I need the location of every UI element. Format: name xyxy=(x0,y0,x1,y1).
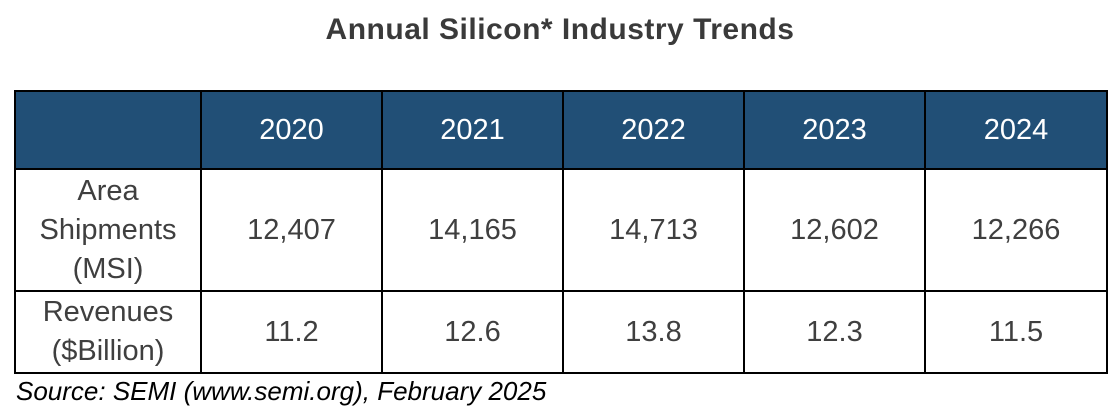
value-shipments-2022: 14,713 xyxy=(562,168,745,292)
page-title: Annual Silicon* Industry Trends xyxy=(325,13,795,46)
source-attribution: Source: SEMI (www.semi.org), February 20… xyxy=(16,376,547,406)
row-label-area-shipments: Area Shipments (MSI) xyxy=(14,168,202,292)
year-header-2023: 2023 xyxy=(743,90,926,170)
table-header-row: 2020 2021 2022 2023 2024 xyxy=(14,90,1108,170)
year-header-2020: 2020 xyxy=(200,90,383,170)
year-header-2022: 2022 xyxy=(562,90,745,170)
value-revenues-2022: 13.8 xyxy=(562,290,745,374)
corner-cell xyxy=(14,90,202,170)
value-shipments-2021: 14,165 xyxy=(381,168,564,292)
table-row-revenues: Revenues ($Billion) 11.2 12.6 13.8 12.3 … xyxy=(14,290,1108,374)
value-shipments-2024: 12,266 xyxy=(924,168,1108,292)
value-revenues-2023: 12.3 xyxy=(743,290,926,374)
year-header-2024: 2024 xyxy=(924,90,1108,170)
value-shipments-2020: 12,407 xyxy=(200,168,383,292)
row-label-revenues: Revenues ($Billion) xyxy=(14,290,202,374)
value-revenues-2021: 12.6 xyxy=(381,290,564,374)
value-revenues-2024: 11.5 xyxy=(924,290,1108,374)
value-revenues-2020: 11.2 xyxy=(200,290,383,374)
silicon-trends-table: 2020 2021 2022 2023 2024 Area Shipments … xyxy=(14,90,1108,374)
value-shipments-2023: 12,602 xyxy=(743,168,926,292)
year-header-2021: 2021 xyxy=(381,90,564,170)
table-row-area-shipments: Area Shipments (MSI) 12,407 14,165 14,71… xyxy=(14,168,1108,292)
